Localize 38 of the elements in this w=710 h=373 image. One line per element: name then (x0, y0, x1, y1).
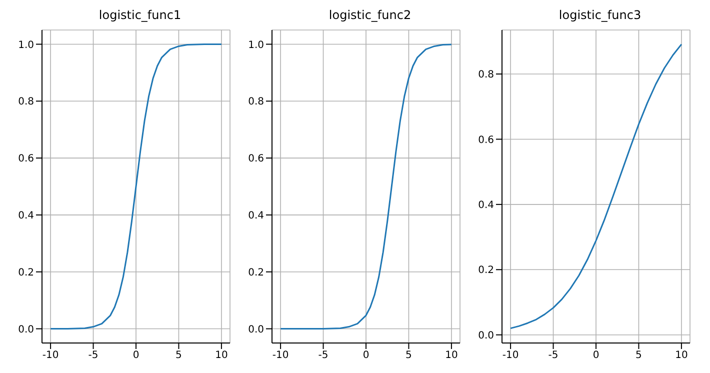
y-tick-label: 1.0 (248, 40, 264, 51)
y-tick-label: 0.6 (248, 154, 264, 165)
line-series (510, 44, 682, 330)
x-tick-label: 0 (132, 350, 140, 362)
chart-title: logistic_func2 (328, 8, 412, 22)
y-tick-label: 0.4 (18, 210, 34, 222)
y-tick-label: 0.2 (478, 265, 494, 276)
x-tick-label: -5 (88, 350, 98, 362)
x-tick-label: 5 (406, 350, 412, 362)
y-tick-label: 0.6 (18, 154, 34, 165)
x-tick-label: -5 (318, 350, 328, 362)
x-tick-label: -10 (272, 350, 289, 362)
line-series (280, 44, 452, 330)
line-series (50, 43, 222, 330)
y-tick-label: 0.0 (18, 324, 34, 336)
x-tick-label: 5 (176, 350, 182, 362)
x-tick-label: 10 (675, 350, 688, 362)
y-tick-label: 0.8 (478, 70, 494, 81)
y-tick-label: 0.8 (18, 96, 34, 108)
x-tick-label: 0 (592, 350, 600, 362)
x-tick-label: -10 (502, 350, 519, 362)
x-tick-label: -10 (42, 350, 59, 362)
x-tick-label: -5 (548, 350, 558, 362)
x-tick-label: 10 (445, 350, 458, 362)
x-tick-label: 5 (636, 350, 642, 362)
y-tick-label: 1.0 (18, 40, 34, 51)
y-tick-label: 0.8 (248, 96, 264, 108)
x-tick-label: 0 (362, 350, 370, 362)
y-tick-label: 0.2 (248, 267, 264, 278)
y-tick-label: 0.0 (248, 324, 264, 336)
chart-title: logistic_func3 (558, 8, 642, 22)
x-tick-label: 10 (215, 350, 228, 362)
y-tick-label: 0.0 (478, 330, 494, 342)
chart-title: logistic_func1 (98, 8, 182, 22)
y-tick-label: 0.4 (478, 200, 494, 211)
y-tick-label: 0.2 (18, 267, 34, 278)
y-tick-label: 0.6 (478, 134, 494, 146)
y-tick-label: 0.4 (248, 210, 264, 222)
